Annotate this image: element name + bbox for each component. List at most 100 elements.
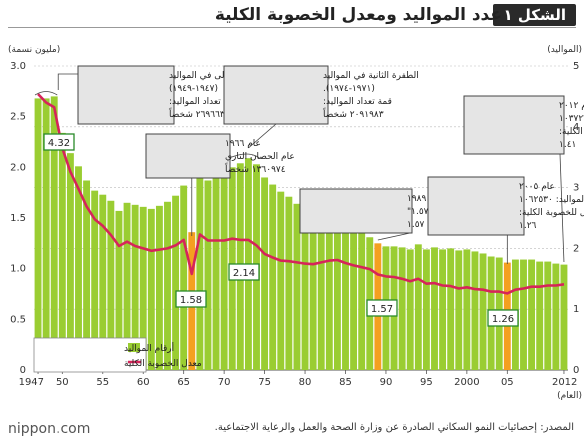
left-tick-label: 2.0	[10, 162, 26, 173]
bar	[147, 208, 155, 370]
annotation-line: عام ١٩٨٩	[407, 194, 443, 204]
annotation-boom2: الطفرة الثانية في المواليد (١٩٧١-١٩٧٤). قم…	[223, 65, 419, 125]
value-callout: 4.32	[43, 133, 75, 151]
bar	[285, 196, 293, 370]
x-tick-label: 65	[177, 377, 190, 388]
line-series	[37, 93, 565, 295]
bar	[342, 225, 349, 370]
legend-bar-swatch	[128, 343, 140, 352]
callout-value: 1.58	[180, 295, 202, 306]
annotation-line: ٢٦٩٦٦٣٨ شخصاً	[168, 107, 230, 120]
value-callout: 2.14	[228, 263, 260, 281]
bar	[139, 206, 147, 370]
annotation-box	[223, 65, 329, 125]
bar	[455, 250, 463, 370]
annotation-line: عام ٢٠١٢	[559, 101, 584, 111]
annotation-line: عام ١٩٦٦	[225, 139, 261, 149]
bar	[471, 251, 479, 370]
bar	[131, 204, 139, 370]
left-tick-label: 1.5	[10, 213, 26, 224]
x-tick-label: 05	[501, 377, 514, 388]
annotation-line: معدل الخصوبة الكلية:	[559, 127, 584, 137]
annotation-box	[427, 176, 525, 236]
callout-box	[487, 309, 519, 327]
x-tick-label: 2012	[552, 377, 577, 388]
annotation-y2005: عام ٢٠٠٥ عدد المواليد: ١٠٦٢٥٣٠أقل معدل لل…	[427, 176, 584, 236]
bar	[520, 259, 527, 370]
bar	[83, 180, 91, 370]
right-tick-label: 4	[573, 122, 579, 133]
bar	[75, 166, 82, 370]
bar	[34, 98, 42, 370]
value-callout: 1.57	[366, 299, 398, 317]
x-tick-label: 70	[218, 377, 231, 388]
legend: أرقام المواليد معدل الخصوبة الكلية	[33, 337, 202, 373]
bar	[164, 201, 171, 370]
bar	[358, 233, 366, 370]
figure-number-badge: الشكل ١	[493, 4, 576, 26]
annotation-line: (١٩٧١-١٩٧٤).	[323, 84, 375, 94]
bar	[91, 190, 99, 370]
bar	[309, 214, 317, 370]
source-note: المصدر: إحصائيات النمو السكاني الصادرة ع…	[214, 422, 574, 433]
right-tick-label: 1	[573, 304, 579, 315]
annotation-y2012: عام ٢٠١٢ تعداد المواليد: ١٠٣٧٢٣١ معدل الخص…	[463, 95, 584, 155]
legend-bar-label: أرقام المواليد	[124, 342, 174, 354]
bar	[42, 98, 50, 370]
bar	[196, 173, 204, 370]
x-tick-label: 50	[56, 377, 69, 388]
bar	[180, 185, 188, 370]
value-callout: 1.58	[175, 290, 207, 308]
connector	[57, 73, 78, 90]
annotation-line: قمة تعداد المواليد:	[323, 97, 392, 107]
bar	[560, 264, 568, 370]
bar	[333, 219, 341, 370]
bar	[301, 209, 309, 370]
legend-box	[33, 337, 147, 373]
annotation-line: تعداد المواليد: ١٠٣٧٢٣١	[559, 114, 584, 124]
bar	[431, 247, 438, 370]
annotation-line: ١.٢٦	[519, 221, 537, 231]
callout-value: 2.14	[233, 268, 255, 279]
bar	[439, 249, 447, 370]
annotation-line: عدد المواليد: ١٠٦٢٥٣٠	[519, 195, 584, 205]
right-tick-label: 3	[573, 183, 579, 194]
left-tick-label: 1.0	[10, 264, 26, 275]
left-axis-unit: (مليون نسمة)	[8, 45, 60, 55]
callout-box	[228, 263, 260, 281]
bar	[552, 263, 560, 370]
left-tick-label: 0.5	[10, 314, 26, 325]
annotation-line: ١٣٦٠٩٧٤ شخصاً	[224, 162, 286, 175]
callout-box	[366, 299, 398, 317]
bar	[544, 261, 552, 370]
logo-separator: .	[55, 421, 61, 437]
left-tick-label: 0	[20, 365, 26, 376]
callout-value: 1.26	[492, 314, 514, 325]
callout-value: 1.57	[371, 304, 393, 315]
logo-word: nippon	[8, 421, 56, 437]
x-tick-label: 80	[299, 377, 312, 388]
annotation-line: أقل معدل للخصوبة الكلية:	[519, 206, 584, 218]
callout-box	[175, 290, 207, 308]
annotation-line: ٢٠٩١٩٨٣ شخصاً	[322, 107, 384, 120]
annotation-box	[463, 95, 565, 155]
callout-value: 4.32	[48, 138, 70, 149]
x-tick-label: 2000	[454, 377, 479, 388]
header-divider	[8, 27, 576, 28]
bar	[261, 177, 269, 370]
bar	[172, 195, 180, 370]
left-tick-label: 3.0	[10, 61, 26, 72]
annotation-box	[77, 65, 175, 125]
bar	[414, 244, 422, 370]
bar	[317, 215, 325, 370]
bar	[204, 180, 212, 370]
bar	[115, 210, 123, 370]
bar	[536, 261, 544, 370]
x-tick-label: 75	[258, 377, 271, 388]
x-axis-unit: (العام)	[557, 391, 582, 401]
legend-line-label: معدل الخصوبة الكلية	[124, 359, 202, 369]
bar	[50, 96, 58, 371]
connector	[377, 232, 411, 241]
figure-header: الشكل ١ عدد المواليد ومعدل الخصوبة الكلي…	[0, 0, 584, 28]
